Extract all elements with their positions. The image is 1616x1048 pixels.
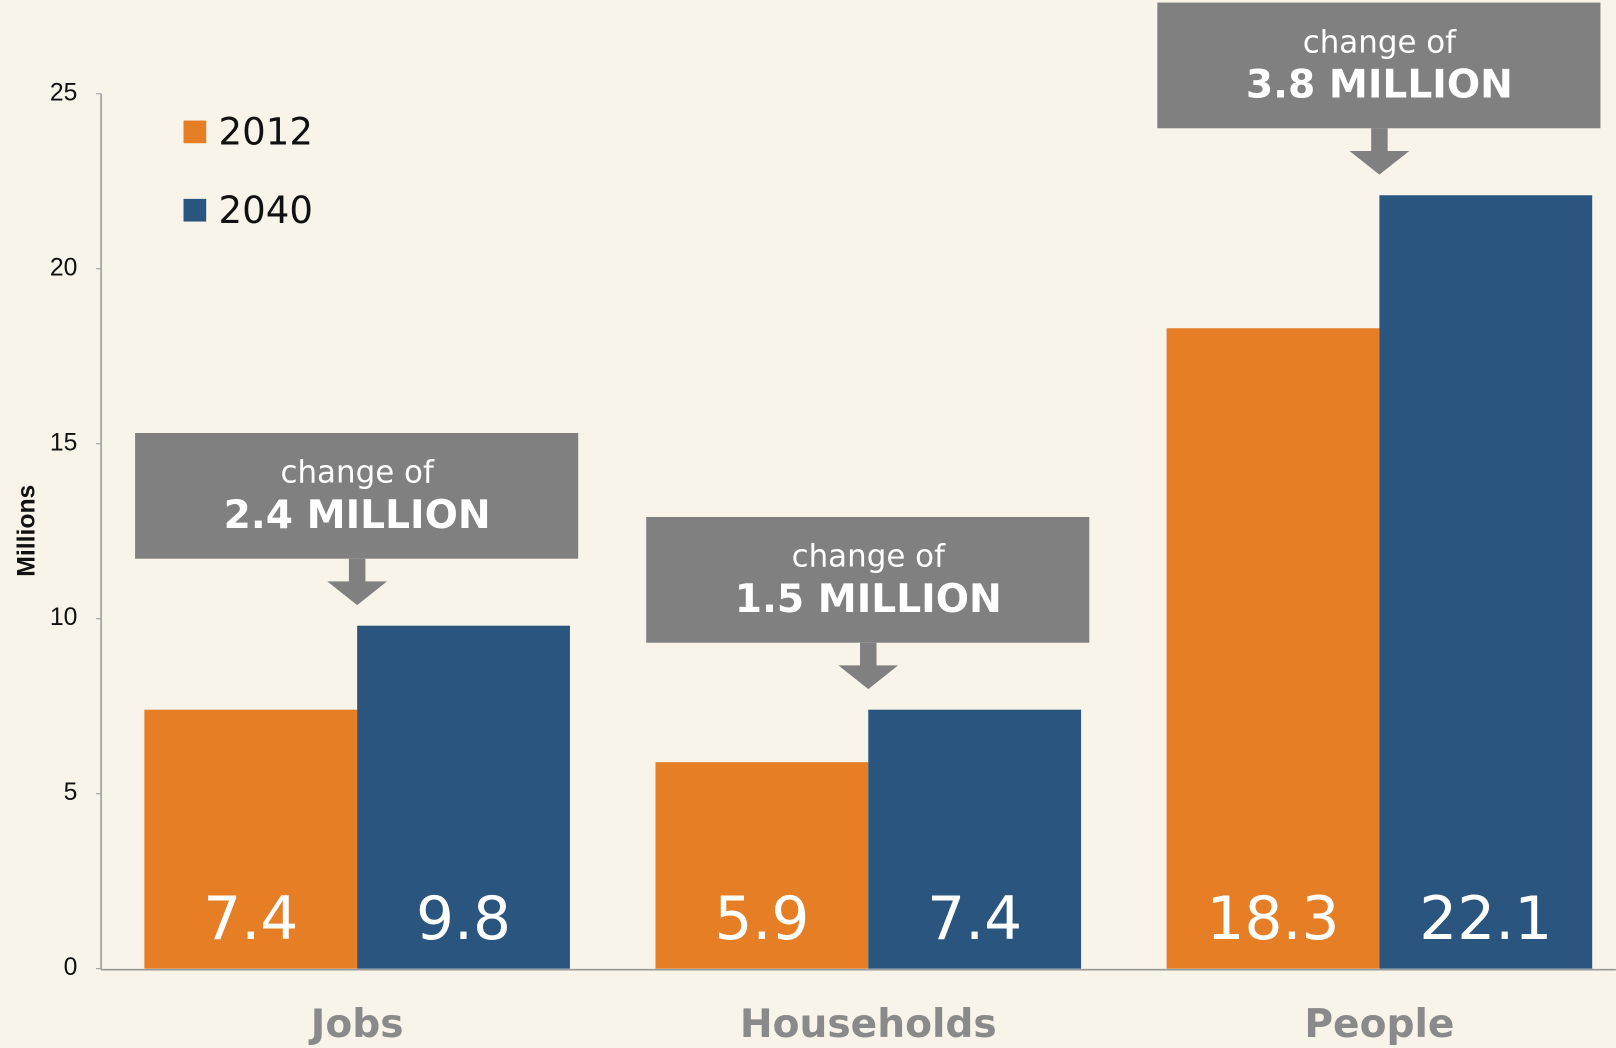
annotation-box <box>646 516 1090 643</box>
annotation-value: 2.4 MILLION <box>224 493 491 538</box>
legend-swatch <box>183 120 207 144</box>
annotation-text: change of <box>1303 24 1457 60</box>
annotation-box <box>135 433 579 559</box>
annotation-text: change of <box>792 539 946 575</box>
annotation-arrow <box>327 558 388 606</box>
bar <box>655 762 869 969</box>
bar <box>868 709 1082 969</box>
y-tick-label: 0 <box>64 954 78 981</box>
x-tick-label: People <box>1304 1002 1454 1047</box>
data-label: 7.4 <box>203 885 298 954</box>
data-label: 7.4 <box>927 885 1022 954</box>
data-label: 9.8 <box>416 885 511 954</box>
y-axis-label: Millions <box>13 485 40 577</box>
bar <box>357 625 570 969</box>
y-tick-label: 15 <box>50 429 77 456</box>
annotation-box <box>1157 2 1601 129</box>
y-tick-label: 10 <box>50 604 77 631</box>
bar <box>1379 195 1593 969</box>
legend-label: 2012 <box>219 110 313 153</box>
x-tick-label: Households <box>740 1002 997 1047</box>
x-tick-label: Jobs <box>308 1002 404 1047</box>
annotation-arrow <box>1349 128 1410 175</box>
legend-label: 2040 <box>219 189 313 232</box>
bar <box>144 709 358 969</box>
annotation-value: 3.8 MILLION <box>1246 63 1513 108</box>
annotation-text: change of <box>280 455 434 491</box>
data-label: 22.1 <box>1419 885 1552 954</box>
data-label: 18.3 <box>1206 885 1339 954</box>
y-tick-label: 25 <box>50 79 77 106</box>
annotation-arrow <box>838 642 899 690</box>
annotation-value: 1.5 MILLION <box>735 577 1002 622</box>
y-tick-label: 20 <box>50 254 77 281</box>
bar <box>1166 328 1380 969</box>
y-tick-label: 5 <box>64 779 78 806</box>
data-label: 5.9 <box>714 885 809 954</box>
legend-swatch <box>183 198 207 222</box>
